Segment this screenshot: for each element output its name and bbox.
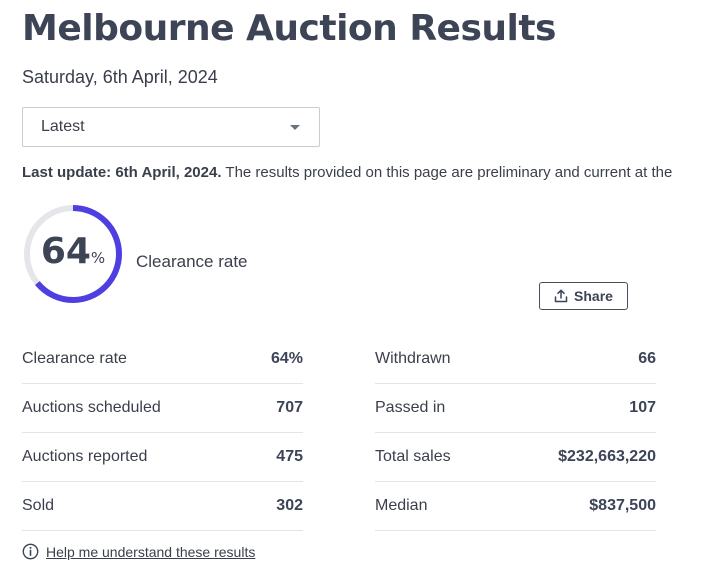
stat-row-passed-in: Passed in 107	[375, 384, 656, 433]
upload-icon	[554, 289, 568, 303]
auction-date: Saturday, 6th April, 2024	[22, 67, 218, 87]
stat-label: Median	[375, 497, 428, 514]
clearance-rate-gauge	[24, 205, 122, 303]
gauge-unit: %	[90, 249, 106, 267]
gauge-progress-arc	[24, 205, 122, 303]
stat-value: 707	[276, 399, 303, 416]
stat-row-total-sales: Total sales $232,663,220	[375, 433, 656, 482]
stat-label: Passed in	[375, 399, 446, 416]
stat-label: Auctions reported	[22, 448, 148, 465]
update-label: Last update: 6th April, 2024.	[22, 164, 222, 181]
stat-row-withdrawn: Withdrawn 66	[375, 335, 656, 384]
stat-value: $232,663,220	[558, 448, 656, 465]
help-link-label[interactable]: Help me understand these results	[46, 543, 256, 560]
info-icon	[22, 543, 39, 560]
share-label: Share	[574, 288, 613, 304]
stat-value: 107	[629, 399, 656, 416]
stat-row-median: Median $837,500	[375, 482, 656, 531]
stat-value: 475	[276, 448, 303, 465]
stat-label: Withdrawn	[375, 350, 451, 367]
page-title: Melbourne Auction Results	[22, 8, 557, 49]
help-link[interactable]: Help me understand these results	[22, 543, 255, 560]
stat-row-sold: Sold 302	[22, 482, 303, 531]
update-text: The results provided on this page are pr…	[225, 164, 673, 181]
gauge-value: 64%	[22, 231, 124, 272]
stat-row-clearance-rate: Clearance rate 64%	[22, 335, 303, 384]
stat-value: 64%	[270, 350, 303, 367]
select-value: Latest	[41, 118, 85, 135]
stats-left-column: Clearance rate 64% Auctions scheduled 70…	[22, 335, 303, 531]
stat-value: $837,500	[589, 497, 656, 514]
stat-label: Auctions scheduled	[22, 399, 161, 416]
stats-right-column: Withdrawn 66 Passed in 107 Total sales $…	[375, 335, 656, 531]
stat-row-auctions-scheduled: Auctions scheduled 707	[22, 384, 303, 433]
update-notice: Last update: 6th April, 2024. The result…	[22, 164, 672, 181]
stat-label: Clearance rate	[22, 350, 127, 367]
stat-label: Sold	[22, 497, 55, 514]
stat-label: Total sales	[375, 448, 451, 465]
stat-row-auctions-reported: Auctions reported 475	[22, 433, 303, 482]
stat-value: 302	[276, 497, 303, 514]
results-period-select[interactable]: Latest	[22, 107, 320, 147]
gauge-number: 64	[40, 231, 91, 272]
gauge-label: Clearance rate	[136, 252, 248, 271]
stat-value: 66	[638, 350, 656, 367]
share-button[interactable]: Share	[539, 282, 628, 310]
caret-down-icon	[290, 125, 300, 130]
